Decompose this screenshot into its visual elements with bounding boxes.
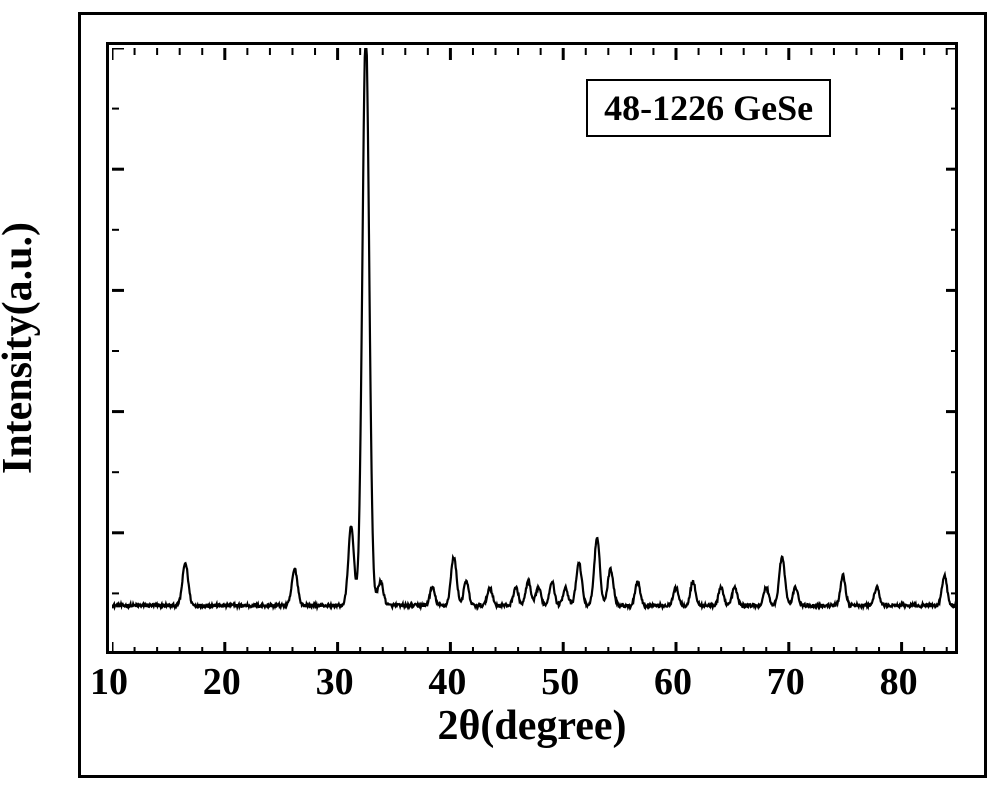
x-tick-label: 60 bbox=[654, 660, 692, 704]
x-axis-label: 2θ(degree) bbox=[437, 702, 626, 750]
plot-area: 48-1226 GeSe bbox=[106, 42, 958, 654]
x-tick-label: 80 bbox=[880, 660, 918, 704]
x-tick-label: 20 bbox=[203, 660, 241, 704]
x-tick-label: 10 bbox=[90, 660, 128, 704]
xrd-trace bbox=[112, 48, 958, 607]
xrd-figure: Intensity(a.u.) 48-1226 GeSe 10 20 30 40 50 6… bbox=[0, 0, 1000, 791]
y-axis-label: Intensity(a.u.) bbox=[0, 222, 42, 474]
legend-box: 48-1226 GeSe bbox=[586, 79, 831, 137]
x-tick-label: 50 bbox=[541, 660, 579, 704]
x-tick-label: 70 bbox=[767, 660, 805, 704]
legend-text: 48-1226 GeSe bbox=[604, 88, 813, 128]
x-tick-label: 30 bbox=[316, 660, 354, 704]
x-tick-label: 40 bbox=[428, 660, 466, 704]
xrd-svg bbox=[112, 48, 958, 654]
